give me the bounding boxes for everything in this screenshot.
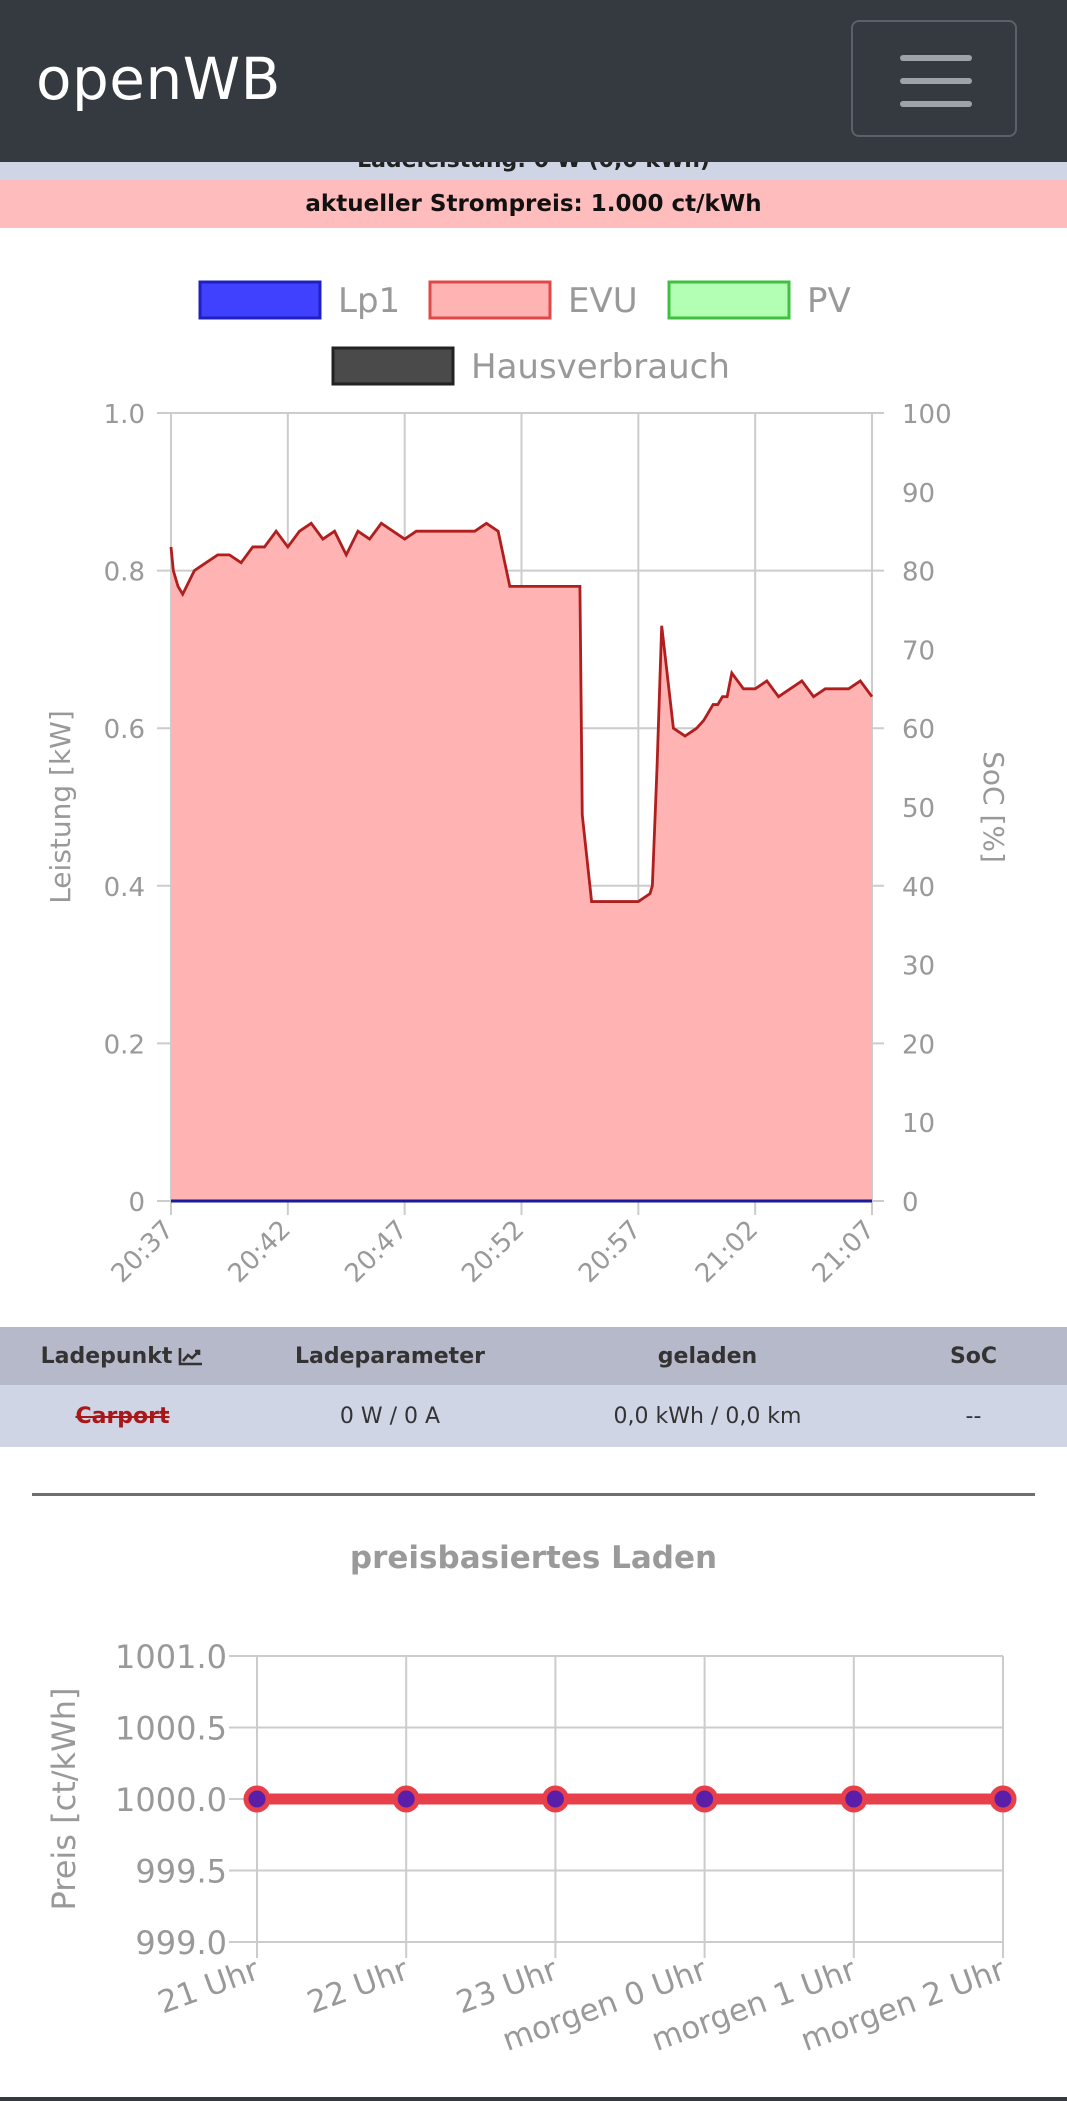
y-tick-label: 0.2 — [104, 1030, 145, 1060]
y2-tick-label: 90 — [902, 479, 935, 509]
navbar: openWB — [0, 0, 1067, 162]
y2-tick-label: 30 — [902, 952, 935, 982]
power-chart[interactable]: Lp1 EVU PVHausverbrauch1.00.80.60.40.20100… — [0, 240, 1067, 1310]
y-tick-label: 1.0 — [104, 400, 145, 430]
y2-tick-label: 70 — [902, 636, 935, 666]
x-tick-label: 20:52 — [456, 1215, 530, 1289]
price-point — [243, 1785, 271, 1813]
y2-tick-label: 0 — [902, 1188, 919, 1218]
price-y-tick-label: 1000.5 — [115, 1710, 227, 1748]
legend-swatch-hausverbrauch — [331, 346, 455, 386]
legend-label-evu: EVU — [568, 281, 638, 321]
price-point — [840, 1785, 868, 1813]
header-ladeparameter: Ladeparameter — [295, 1343, 485, 1369]
price-y-tick-label: 1000.0 — [115, 1781, 227, 1819]
legend-swatch-lp1 — [198, 280, 322, 320]
x-tick-label: 21:07 — [807, 1215, 881, 1289]
legend-label-lp1: Lp1 — [338, 281, 400, 321]
bottom-border — [0, 2097, 1067, 2101]
price-section-title: preisbasiertes Laden — [349, 1540, 718, 1576]
charging-points-table: Ladepunkt Ladeparameter geladen SoC Carp… — [0, 1327, 1067, 1447]
y-tick-label: 0.4 — [104, 873, 145, 903]
header-ladepunkt[interactable]: Ladepunkt — [0, 1327, 245, 1385]
price-x-tick-label: 22 Uhr — [303, 1952, 414, 2022]
y-axis-title: Leistung [kW] — [44, 710, 77, 904]
price-point — [392, 1785, 420, 1813]
y2-tick-label: 40 — [902, 873, 935, 903]
evu-area — [171, 523, 872, 1201]
y2-tick-label: 50 — [902, 794, 935, 824]
y2-tick-label: 80 — [902, 558, 935, 588]
price-point — [541, 1785, 569, 1813]
header-soc: SoC — [949, 1343, 998, 1369]
x-tick-label: 21:02 — [690, 1215, 764, 1289]
price-y-tick-label: 1001.0 — [115, 1638, 227, 1676]
x-tick-label: 20:47 — [339, 1215, 413, 1289]
chart-line-icon — [179, 1348, 203, 1366]
price-point — [691, 1785, 719, 1813]
legend-label-pv: PV — [807, 281, 851, 321]
y-tick-label: 0.8 — [104, 558, 145, 588]
charged-amount: 0,0 kWh / 0,0 km — [613, 1403, 802, 1429]
price-x-tick-label: 21 Uhr — [153, 1952, 264, 2022]
menu-toggle-button[interactable] — [851, 20, 1017, 137]
brand-logo[interactable]: openWB — [36, 45, 281, 113]
charging-info-text: Ladeleistung: 0 W (0,0 kWh) — [0, 162, 1067, 173]
price-y-tick-label: 999.0 — [135, 1924, 227, 1962]
y2-axis-title: SoC [%] — [977, 751, 1010, 863]
y2-tick-label: 10 — [902, 1109, 935, 1139]
y-tick-label: 0 — [128, 1188, 145, 1218]
table-header: Ladepunkt Ladeparameter geladen SoC — [0, 1327, 1067, 1385]
x-tick-label: 20:57 — [573, 1215, 647, 1289]
price-chart[interactable]: 1001.0 1000.5 1000.0 999.5 999.021 Uhr 22 Uhr… — [0, 1590, 1067, 2095]
x-tick-label: 20:37 — [106, 1215, 180, 1289]
charging-point-name-link[interactable]: Carport — [75, 1403, 170, 1429]
price-y-axis-title: Preis [ct/kWh] — [45, 1688, 83, 1911]
legend-swatch-pv — [667, 280, 791, 320]
y2-tick-label: 20 — [902, 1030, 935, 1060]
charging-parameters: 0 W / 0 A — [339, 1403, 441, 1429]
legend-swatch-evu — [428, 280, 552, 320]
price-point — [989, 1785, 1017, 1813]
current-price-banner: aktueller Strompreis: 1.000 ct/kWh — [0, 180, 1067, 228]
table-row: Carport 0 W / 0 A 0,0 kWh / 0,0 km -- — [0, 1385, 1067, 1447]
legend-label-hausverbrauch: Hausverbrauch — [471, 347, 730, 387]
x-tick-label: 20:42 — [223, 1215, 297, 1289]
y2-tick-label: 60 — [902, 715, 935, 745]
y-tick-label: 0.6 — [104, 715, 145, 745]
y2-tick-label: 100 — [902, 400, 952, 430]
section-divider — [32, 1493, 1035, 1496]
header-geladen: geladen — [657, 1343, 758, 1369]
evu-line — [169, 521, 874, 903]
charging-info-strip: Ladeleistung: 0 W (0,0 kWh) — [0, 162, 1067, 180]
soc-value: -- — [965, 1403, 982, 1429]
price-y-tick-label: 999.5 — [135, 1853, 227, 1891]
